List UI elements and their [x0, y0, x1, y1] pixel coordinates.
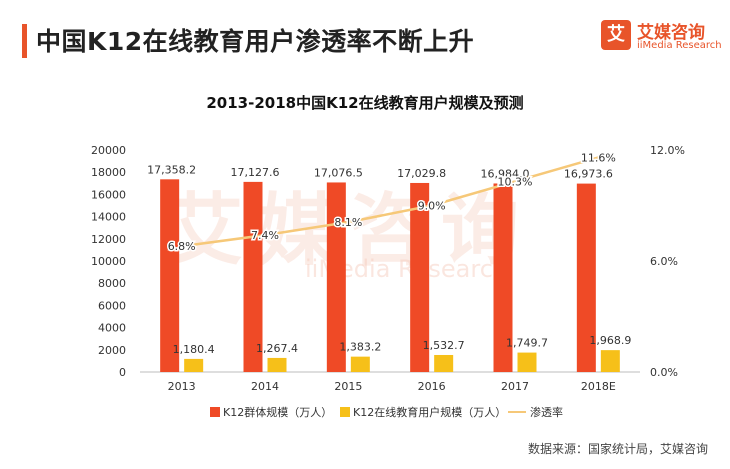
legend-swatch-k12: [210, 407, 220, 417]
bar-k12-label: 16,973.6: [564, 168, 613, 181]
bar-k12: [243, 181, 263, 372]
penetration-point-label: 11.6%: [581, 151, 616, 164]
penetration-point-label: 7.4%: [251, 229, 279, 242]
bar-online-label: 1,180.4: [173, 343, 215, 356]
legend-label-k12: K12群体规模（万人）: [223, 406, 333, 419]
penetration-point-label: 10.3%: [498, 175, 533, 188]
bar-online: [434, 354, 454, 372]
bar-online-label: 1,383.2: [339, 341, 381, 354]
x-tick-label: 2013: [168, 380, 196, 393]
bar-online-label: 1,749.7: [506, 337, 548, 350]
data-source: 数据来源：国家统计局，艾媒咨询: [527, 442, 708, 456]
bar-k12: [493, 183, 513, 372]
y-right-tick-label: 6.0%: [650, 255, 678, 268]
bar-k12-label: 17,127.6: [231, 166, 280, 179]
brand-logo: 艾 艾媒咨询 iiMedia Research: [601, 16, 722, 64]
brand-logo-name: 艾媒咨询: [637, 23, 705, 43]
bar-k12: [410, 182, 430, 372]
penetration-line: [181, 156, 599, 248]
y-left-tick-label: 18000: [91, 166, 126, 179]
bar-online: [184, 358, 204, 372]
y-left-tick-label: 10000: [91, 255, 126, 268]
y-left-tick-label: 4000: [98, 322, 126, 335]
bar-k12-label: 17,029.8: [397, 167, 446, 180]
y-left-tick-label: 0: [119, 366, 126, 379]
penetration-point-label: 8.1%: [334, 216, 362, 229]
legend-label-online: K12在线教育用户规模（万人）: [353, 406, 507, 419]
page-title: 中国K12在线教育用户渗透率不断上升: [36, 27, 475, 56]
bar-k12-label: 17,076.5: [314, 166, 363, 179]
bar-k12: [160, 179, 180, 372]
legend-item-penetration: 渗透率: [508, 404, 563, 420]
legend-label-penetration: 渗透率: [530, 406, 563, 419]
bar-online: [267, 357, 287, 372]
brand-logo-english: iiMedia Research: [637, 40, 722, 51]
bar-online: [517, 352, 537, 372]
penetration-point-label: 9.0%: [418, 200, 446, 213]
y-right-tick-label: 12.0%: [650, 144, 685, 157]
y-left-tick-label: 2000: [98, 344, 126, 357]
y-left-tick-label: 8000: [98, 277, 126, 290]
chart-legend: K12群体规模（万人） K12在线教育用户规模（万人） 渗透率: [0, 404, 730, 420]
legend-swatch-online: [340, 407, 350, 417]
brand-logo-icon: 艾: [601, 20, 631, 50]
bar-k12-label: 16,984.0: [481, 167, 530, 180]
x-tick-label: 2017: [501, 380, 529, 393]
bar-online-label: 1,968.9: [589, 334, 631, 347]
y-left-tick-label: 20000: [91, 144, 126, 157]
bar-online: [350, 356, 370, 372]
bar-k12-label: 17,358.2: [147, 163, 196, 176]
legend-item-online: K12在线教育用户规模（万人）: [340, 404, 506, 420]
x-tick-label: 2015: [334, 380, 362, 393]
penetration-point-label: 6.8%: [168, 240, 196, 253]
x-tick-label: 2014: [251, 380, 279, 393]
legend-swatch-penetration: [508, 411, 526, 413]
legend-item-k12: K12群体规模（万人）: [210, 404, 332, 420]
title-accent-bar: [22, 24, 27, 58]
y-right-tick-label: 0.0%: [650, 366, 678, 379]
x-tick-label: 2016: [418, 380, 446, 393]
bar-online-label: 1,267.4: [256, 342, 298, 355]
y-left-tick-label: 6000: [98, 299, 126, 312]
x-tick-label: 2018E: [581, 380, 616, 393]
bar-k12: [326, 182, 346, 372]
y-left-tick-label: 12000: [91, 233, 126, 246]
bar-k12: [576, 183, 596, 372]
bar-online-label: 1,532.7: [423, 339, 465, 352]
chart-title: 2013-2018中国K12在线教育用户规模及预测: [206, 94, 524, 112]
y-left-tick-label: 16000: [91, 188, 126, 201]
y-left-tick-label: 14000: [91, 211, 126, 224]
bar-online: [600, 350, 620, 372]
